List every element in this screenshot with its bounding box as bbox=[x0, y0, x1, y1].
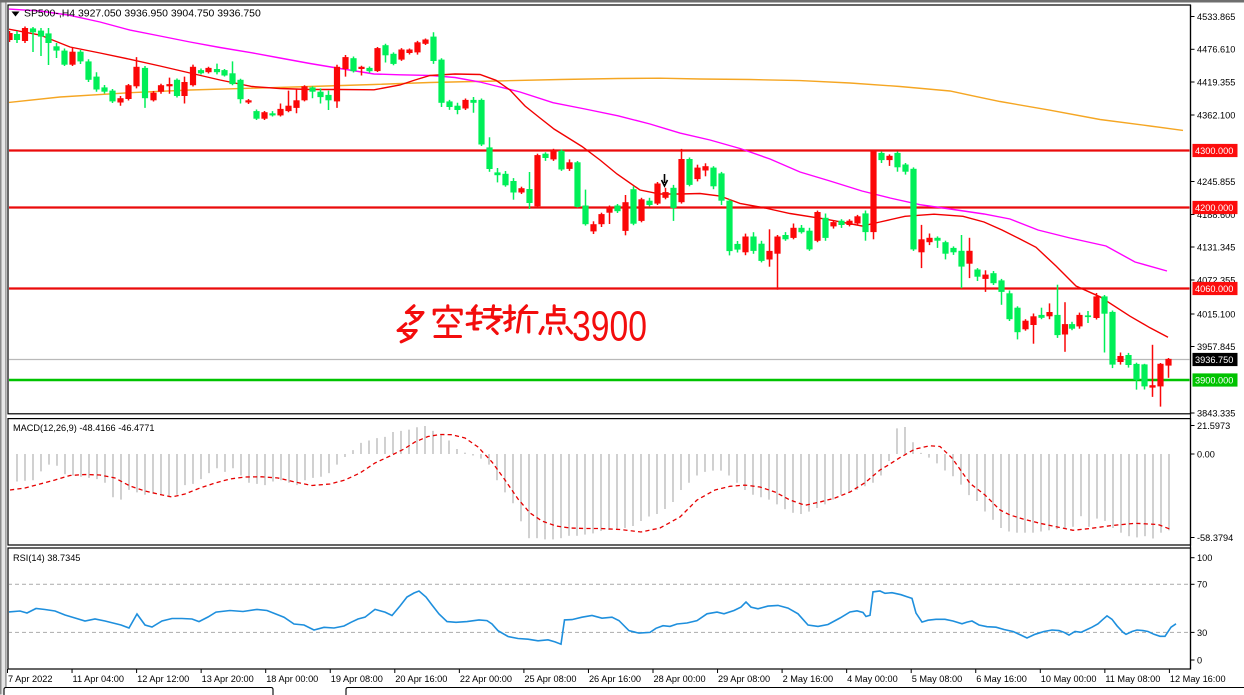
svg-text:4131.345: 4131.345 bbox=[1197, 242, 1235, 252]
svg-text:SP500-,H4 3927.050 3936.950 39: SP500-,H4 3927.050 3936.950 3904.750 393… bbox=[24, 9, 261, 20]
svg-text:3900: 3900 bbox=[572, 303, 647, 351]
svg-text:MACD(12,26,9) -48.4166 -46.477: MACD(12,26,9) -48.4166 -46.4771 bbox=[13, 423, 154, 433]
svg-text:4188.600: 4188.600 bbox=[1197, 210, 1235, 220]
svg-text:4362.100: 4362.100 bbox=[1197, 110, 1235, 120]
svg-text:4245.855: 4245.855 bbox=[1197, 177, 1235, 187]
svg-text:4419.355: 4419.355 bbox=[1197, 77, 1235, 87]
svg-text:0.00: 0.00 bbox=[1197, 449, 1215, 459]
svg-text:26 Apr 16:00: 26 Apr 16:00 bbox=[589, 674, 641, 684]
svg-text:RSI(14) 38.7345: RSI(14) 38.7345 bbox=[13, 553, 80, 563]
svg-text:3843.335: 3843.335 bbox=[1197, 408, 1235, 418]
svg-text:22 Apr 00:00: 22 Apr 00:00 bbox=[460, 674, 512, 684]
svg-text:4072.355: 4072.355 bbox=[1197, 275, 1235, 285]
svg-text:4533.865: 4533.865 bbox=[1197, 12, 1235, 22]
svg-text:21.5973: 21.5973 bbox=[1197, 421, 1230, 431]
svg-text:13 Apr 20:00: 13 Apr 20:00 bbox=[202, 674, 254, 684]
svg-text:4015.100: 4015.100 bbox=[1197, 309, 1235, 319]
svg-text:2 May 16:00: 2 May 16:00 bbox=[783, 674, 834, 684]
svg-text:4060.000: 4060.000 bbox=[1195, 284, 1233, 294]
svg-text:11 Apr 04:00: 11 Apr 04:00 bbox=[73, 674, 124, 684]
svg-text:5 May 08:00: 5 May 08:00 bbox=[912, 674, 963, 684]
svg-text:4300.000: 4300.000 bbox=[1195, 146, 1233, 156]
svg-text:19 Apr 08:00: 19 Apr 08:00 bbox=[331, 674, 383, 684]
svg-text:4200.000: 4200.000 bbox=[1195, 203, 1233, 213]
svg-text:3957.845: 3957.845 bbox=[1197, 342, 1235, 352]
svg-text:12 Apr 12:00: 12 Apr 12:00 bbox=[137, 674, 189, 684]
svg-text:12 May 16:00: 12 May 16:00 bbox=[1170, 674, 1226, 684]
svg-text:6 May 16:00: 6 May 16:00 bbox=[976, 674, 1027, 684]
svg-text:28 Apr 00:00: 28 Apr 00:00 bbox=[654, 674, 706, 684]
svg-text:11 May 08:00: 11 May 08:00 bbox=[1105, 674, 1160, 684]
svg-text:30: 30 bbox=[1197, 628, 1207, 638]
svg-text:0: 0 bbox=[1197, 655, 1202, 665]
svg-text:25 Apr 08:00: 25 Apr 08:00 bbox=[524, 674, 576, 684]
svg-text:-58.3794: -58.3794 bbox=[1197, 533, 1233, 543]
svg-text:29 Apr 08:00: 29 Apr 08:00 bbox=[718, 674, 770, 684]
svg-text:3900.000: 3900.000 bbox=[1195, 376, 1233, 386]
svg-text:3936.750: 3936.750 bbox=[1195, 355, 1233, 365]
svg-text:4476.610: 4476.610 bbox=[1197, 45, 1235, 55]
svg-text:70: 70 bbox=[1197, 580, 1207, 590]
svg-text:100: 100 bbox=[1197, 553, 1212, 563]
svg-text:7 Apr 2022: 7 Apr 2022 bbox=[8, 674, 52, 684]
svg-text:4 May 00:00: 4 May 00:00 bbox=[847, 674, 898, 684]
svg-text:10 May 00:00: 10 May 00:00 bbox=[1041, 674, 1097, 684]
svg-text:18 Apr 00:00: 18 Apr 00:00 bbox=[266, 674, 318, 684]
svg-text:20 Apr 16:00: 20 Apr 16:00 bbox=[395, 674, 447, 684]
